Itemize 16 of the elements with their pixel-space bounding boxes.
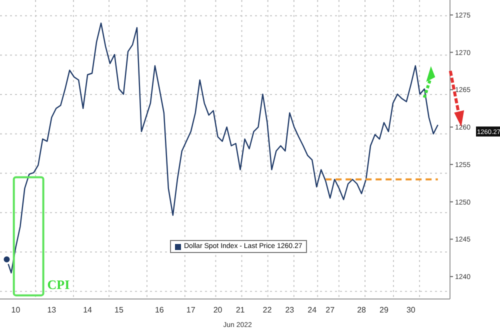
x-tick-label: 29 [380,306,389,315]
x-tick-label: 22 [262,306,272,315]
x-tick-label: 14 [83,306,93,315]
x-tick-label: 13 [47,306,57,315]
x-tick-label: 16 [154,306,164,315]
x-tick-label: 10 [11,306,21,315]
x-tick-label: 24 [308,306,318,315]
annotation: CPI [47,277,70,292]
x-tick-label: 20 [213,306,223,315]
x-tick-label: 28 [357,306,367,315]
x-tick-label: 21 [236,306,246,315]
x-tick-label: 27 [326,306,336,315]
x-tick-label: 23 [285,306,295,315]
x-tick-label: 15 [114,306,124,315]
x-tick-label: 17 [186,306,196,315]
x-tick-label: 30 [406,306,416,315]
